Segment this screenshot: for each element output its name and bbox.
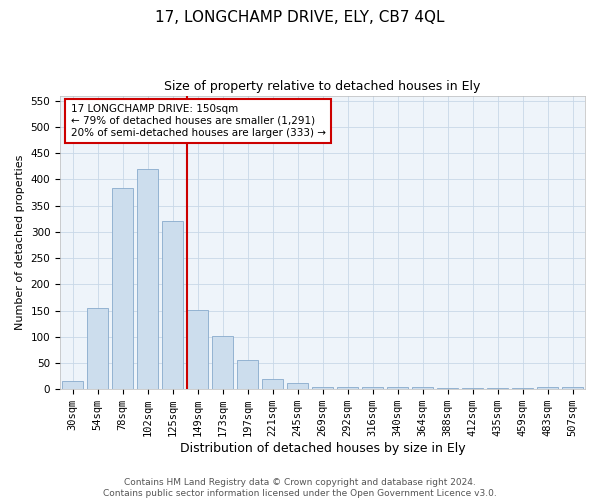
Bar xyxy=(537,387,558,389)
X-axis label: Distribution of detached houses by size in Ely: Distribution of detached houses by size … xyxy=(180,442,466,455)
Bar xyxy=(162,222,183,389)
Bar xyxy=(437,388,458,389)
Bar xyxy=(487,388,508,389)
Text: 17, LONGCHAMP DRIVE, ELY, CB7 4QL: 17, LONGCHAMP DRIVE, ELY, CB7 4QL xyxy=(155,10,445,25)
Bar xyxy=(287,384,308,389)
Bar xyxy=(112,188,133,389)
Bar xyxy=(262,378,283,389)
Bar xyxy=(512,388,533,389)
Bar xyxy=(62,382,83,389)
Bar xyxy=(562,387,583,389)
Bar xyxy=(312,386,333,389)
Bar xyxy=(412,387,433,389)
Bar xyxy=(237,360,258,389)
Y-axis label: Number of detached properties: Number of detached properties xyxy=(15,154,25,330)
Bar xyxy=(387,387,408,389)
Text: Contains HM Land Registry data © Crown copyright and database right 2024.
Contai: Contains HM Land Registry data © Crown c… xyxy=(103,478,497,498)
Bar xyxy=(462,388,483,389)
Text: 17 LONGCHAMP DRIVE: 150sqm
← 79% of detached houses are smaller (1,291)
20% of s: 17 LONGCHAMP DRIVE: 150sqm ← 79% of deta… xyxy=(71,104,326,138)
Bar xyxy=(362,386,383,389)
Bar xyxy=(187,310,208,389)
Bar xyxy=(212,336,233,389)
Bar xyxy=(337,386,358,389)
Title: Size of property relative to detached houses in Ely: Size of property relative to detached ho… xyxy=(164,80,481,93)
Bar xyxy=(87,308,108,389)
Bar xyxy=(137,169,158,389)
